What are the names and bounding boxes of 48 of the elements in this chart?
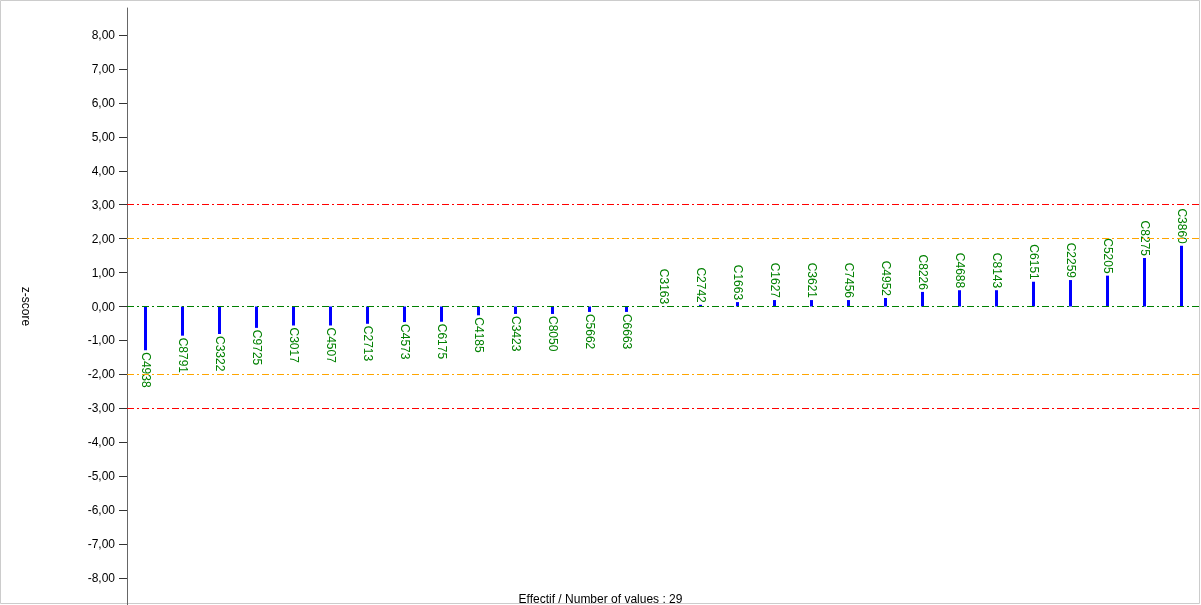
x-tick-label: C2713 xyxy=(360,325,375,362)
x-tick-label: C4185 xyxy=(471,317,486,354)
y-tick-label: 7,00 xyxy=(91,62,116,77)
x-tick-label: C3163 xyxy=(656,268,671,305)
x-tick-label: C4952 xyxy=(878,260,893,297)
x-tick-label: C6151 xyxy=(1026,244,1041,281)
x-tick-label: C2259 xyxy=(1063,242,1078,279)
y-tick-label: -7,00 xyxy=(87,536,116,551)
x-tick-label: C3322 xyxy=(212,335,227,372)
x-tick-label: C3423 xyxy=(508,315,523,352)
y-tick-label: 1,00 xyxy=(91,265,116,280)
annotation: Effectif / Number of values : 29 xyxy=(518,592,683,605)
x-tick-label: C5662 xyxy=(582,313,597,350)
y-tick-label: 0,00 xyxy=(91,299,116,314)
x-tick-label: C4688 xyxy=(952,252,967,289)
x-tick-label: C3017 xyxy=(286,327,301,364)
y-tick-label: 5,00 xyxy=(91,129,116,144)
y-tick-label: 4,00 xyxy=(91,163,116,178)
y-tick-label: -1,00 xyxy=(87,333,116,348)
y-tick-label: -4,00 xyxy=(87,435,116,450)
y-tick-label: 8,00 xyxy=(91,28,116,43)
y-tick-label: 2,00 xyxy=(91,231,116,246)
x-tick-label: C9725 xyxy=(249,329,264,366)
y-tick-label: -8,00 xyxy=(87,570,116,585)
x-tick-label: C8050 xyxy=(545,315,560,352)
x-tick-label: C4573 xyxy=(397,324,412,360)
x-tick-label: C3860 xyxy=(1174,208,1189,245)
x-tick-label: C8226 xyxy=(915,254,930,291)
x-tick-label: C7456 xyxy=(841,262,856,299)
x-tick-label: C6175 xyxy=(434,323,449,360)
y-tick-label: -6,00 xyxy=(87,503,116,518)
x-tick-label: C5205 xyxy=(1100,238,1115,274)
x-tick-label: C8143 xyxy=(989,252,1004,289)
x-tick-label: C8275 xyxy=(1137,220,1152,257)
y-tick-label: 6,00 xyxy=(91,95,116,110)
x-tick-label: C6663 xyxy=(619,313,634,350)
y-tick-label: -3,00 xyxy=(87,401,116,416)
x-tick-label: C3621 xyxy=(804,262,819,299)
x-tick-label: C4507 xyxy=(323,327,338,364)
x-tick-label: C2742 xyxy=(693,267,708,304)
x-tick-label: C4938 xyxy=(138,352,153,388)
x-tick-label: C1663 xyxy=(730,264,745,301)
y-tick-label: -2,00 xyxy=(87,367,116,382)
y-tick-label: 3,00 xyxy=(91,197,116,212)
y-tick-label: -5,00 xyxy=(87,469,116,484)
x-tick-label: C8791 xyxy=(175,337,190,374)
y-axis-title: z-score xyxy=(19,286,33,327)
x-tick-label: C1627 xyxy=(767,262,782,299)
